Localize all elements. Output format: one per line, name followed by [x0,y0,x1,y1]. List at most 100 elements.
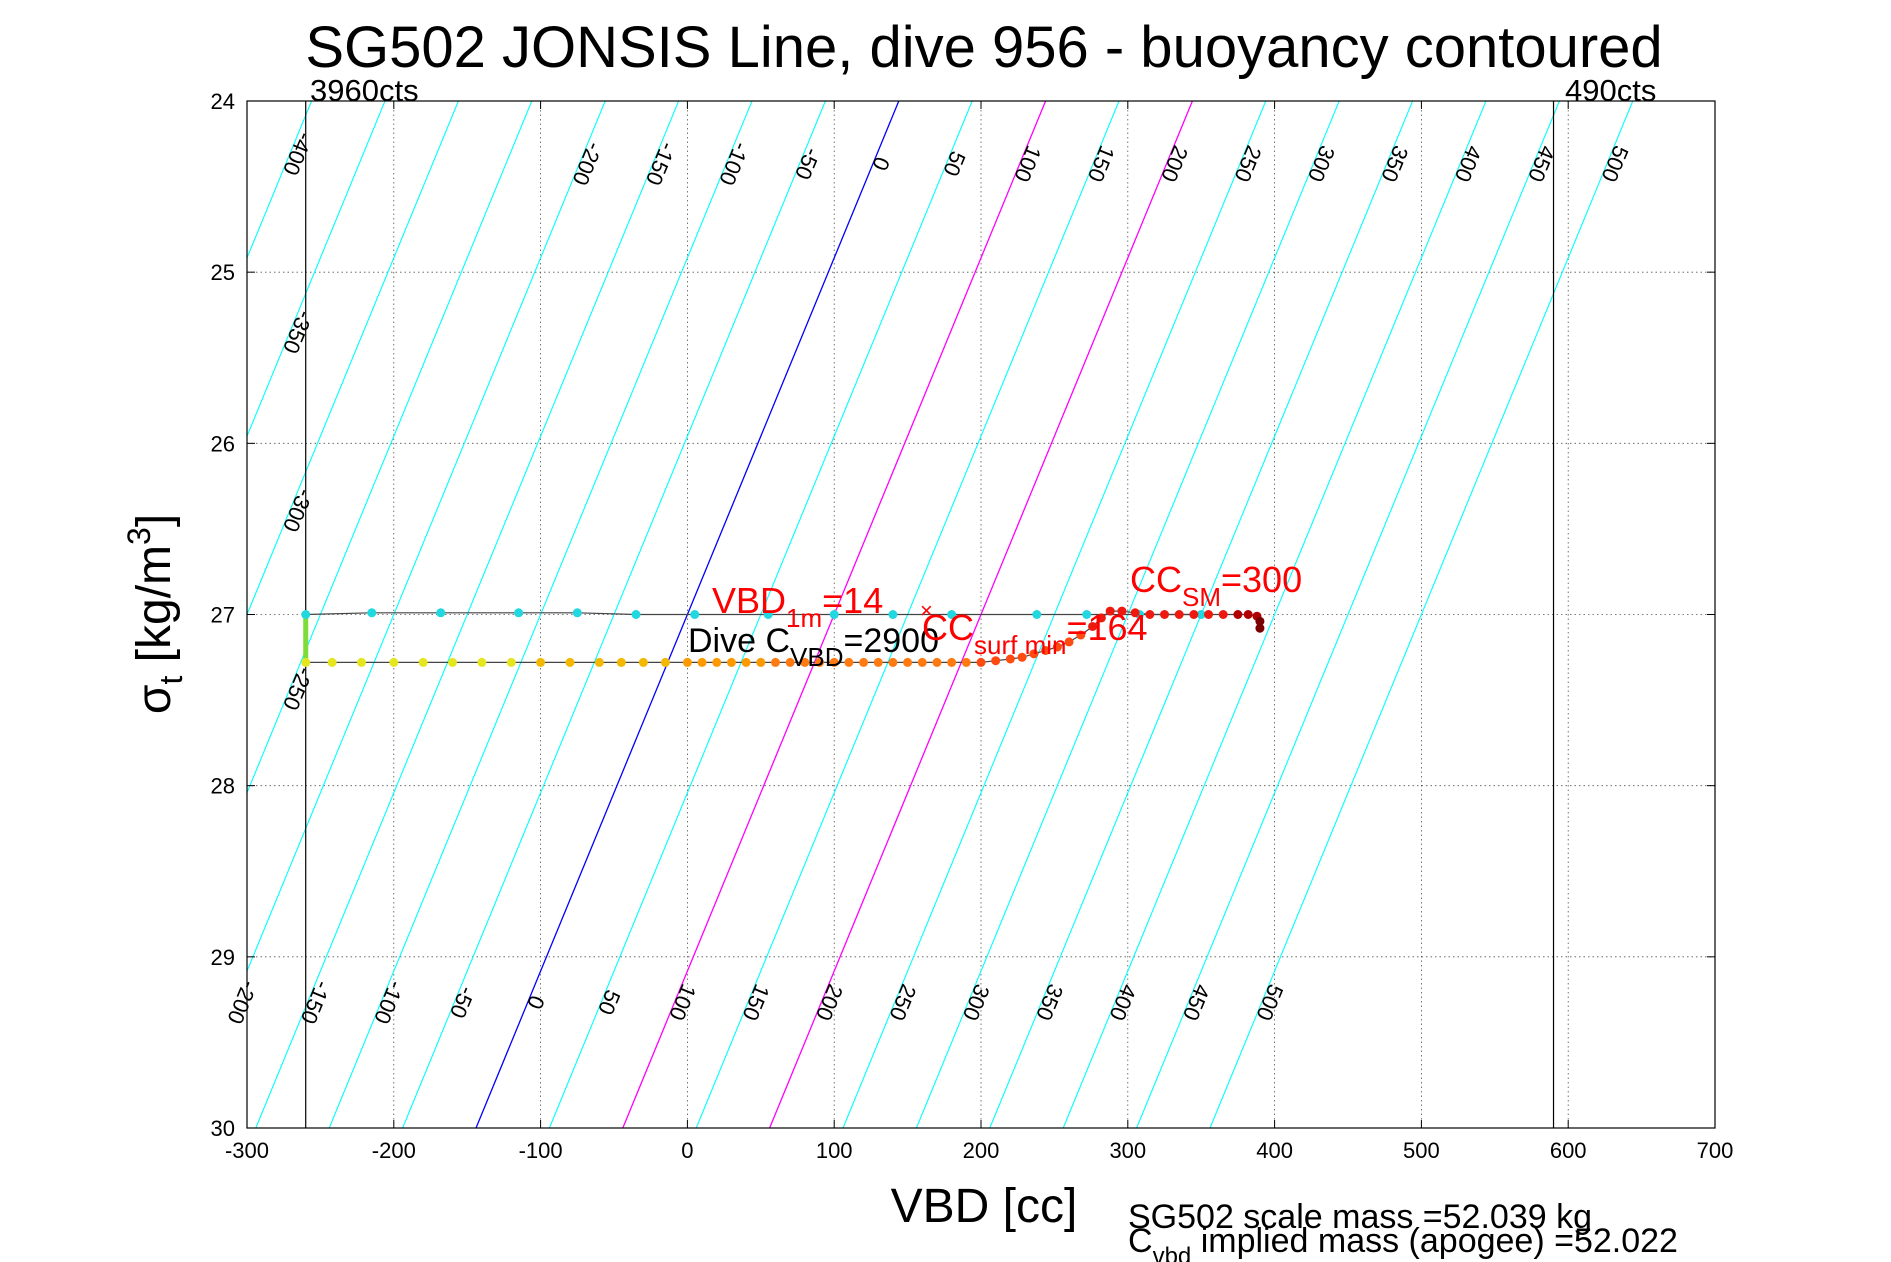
contour-line [1209,101,1634,1128]
lower-dive-point [712,657,722,667]
contour-label-bottom: -200 [222,977,262,1027]
y-tick-label: 26 [211,431,235,456]
lower-dive-point [1052,642,1062,652]
vbd-1m-annotation: VBD1m=14 [712,580,883,633]
upper-dive-point [763,610,773,619]
contour-label-top: -200 [567,139,607,189]
lower-dive-point [682,657,692,667]
lower-dive-point [506,657,516,667]
lower-dive-point [301,657,311,667]
lower-dive-point [1218,610,1228,619]
cc-sm-value: =300 [1221,559,1302,600]
lower-dive-point [1145,610,1155,619]
contour-label-bottom: -100 [369,977,409,1027]
contour-line [0,101,238,1128]
contour-label-top: 350 [1376,142,1413,185]
upper-dive-point [1196,610,1206,619]
lower-dive-point [1117,606,1127,616]
contour-line [247,101,386,438]
upper-dive-point [436,608,446,618]
upper-dive-point [514,608,524,618]
contour-label-left: -250 [278,664,318,714]
contour-label-left: -350 [278,307,318,357]
contour-label-bottom: 150 [737,981,774,1024]
lower-dive-point [976,657,986,667]
cc-surf-main: CC [922,607,974,648]
contour-label-bottom: 100 [664,981,701,1024]
upper-dive-point [1082,610,1092,619]
lower-dive-point [1041,645,1051,655]
lower-dive-point [947,657,957,667]
lower-dive-point [477,657,487,667]
lower-dive-point [800,657,810,667]
lower-dive-point [888,657,898,667]
lower-dive-point [638,657,648,667]
lower-dive-point [418,657,428,667]
y-tick-label: 24 [211,89,235,114]
lower-dive-point [741,657,751,667]
dive-c-sub: VBD [790,642,843,672]
lower-dive-point [448,657,458,667]
contour-label-bottom: 50 [593,986,625,1018]
upper-dive-point [631,610,641,619]
lower-dive-point [932,657,942,667]
x-axis-label: VBD [cc] [891,1180,1078,1233]
lower-dive-point [859,657,869,667]
contour-label-top: 100 [1009,142,1046,185]
x-tick-label: 0 [681,1138,693,1163]
y-tick-label: 29 [211,945,235,970]
lower-dive-point [536,657,546,667]
lower-dive-point [1233,610,1243,619]
svg-text:σt [kg/m3]: σt [kg/m3] [121,514,189,714]
lower-dive-point [697,657,707,667]
upper-dive-point [367,608,377,618]
lower-dive-point [1017,652,1027,662]
lower-dive-point [770,657,780,667]
x-tick-label: 100 [816,1138,853,1163]
lower-dive-point [1255,623,1265,633]
dive-c-value: =2900 [844,622,940,660]
lower-dive-point [829,657,839,667]
lower-dive-point [594,657,604,667]
contour-line [328,101,753,1128]
lower-dive-point [726,657,736,667]
implied-mass-text: Cvbd implied mass (apogee) =52.022 [1128,1222,1678,1262]
y-axis-label: σt [kg/m3] [121,514,189,714]
vbd-1m-main: VBD [712,580,786,621]
lower-dive-point [991,656,1001,666]
upper-dive-point [301,610,311,619]
lower-dive-point [327,657,337,667]
contour-label-bottom: 350 [1031,981,1068,1024]
scale-mass-text: SG502 scale mass =52.039 kg [1128,1198,1592,1236]
contour-line [247,101,459,616]
lower-dive-point [961,657,971,667]
upper-dive-point [690,610,700,619]
lower-dive-point [873,657,883,667]
y-axis-close: ] [128,514,181,527]
vbd-1m-value: =14 [822,580,883,621]
cc-sm-sub: SM [1182,582,1221,612]
lower-dive-point [357,657,367,667]
contour-label-top: 200 [1156,142,1193,185]
y-axis-sub: t [153,676,189,685]
lower-dive-point [1105,606,1115,616]
cc-sm-annotation: CCSM=300 [1130,559,1302,612]
y-axis-sup: 3 [121,527,157,545]
x-tick-label: 300 [1109,1138,1146,1163]
lower-dive-point [844,657,854,667]
lower-dive-point [1064,637,1074,647]
implied-sub: vbd [1153,1243,1192,1262]
lower-dive-point [1255,616,1265,626]
contour-label-bottom: 500 [1251,981,1288,1024]
x-tick-label: 700 [1697,1138,1734,1163]
y-tick-label: 25 [211,260,235,285]
cc-surf-sub: surf min [974,630,1066,660]
contour-label-top: -150 [641,139,681,189]
contour-label-bottom: 300 [958,981,995,1024]
upper-dive-point [829,610,839,619]
upper-dive-point [572,608,582,618]
x-tick-label: -300 [225,1138,269,1163]
cc-surf-min-annotation: CCsurf min=164 [922,607,1148,660]
dive-c-vbd-annotation: Dive CVBD=2900 [688,622,939,672]
contour-label-left: -300 [278,485,318,535]
